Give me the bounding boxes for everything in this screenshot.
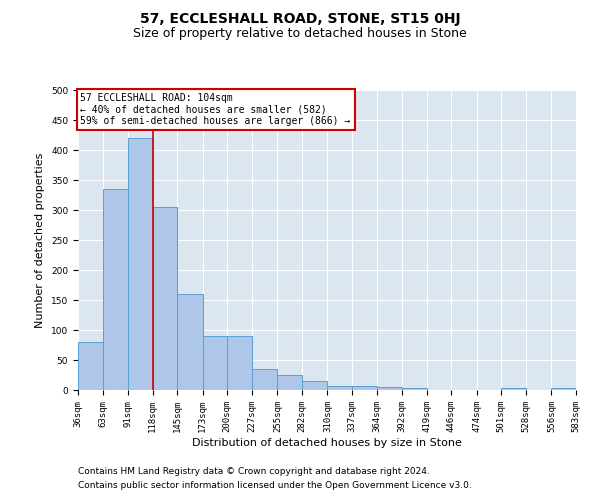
Bar bbox=[128, 138, 152, 390]
Bar bbox=[377, 387, 402, 390]
Text: Contains public sector information licensed under the Open Government Licence v3: Contains public sector information licen… bbox=[78, 481, 472, 490]
Bar bbox=[352, 386, 377, 390]
Bar bbox=[203, 336, 227, 390]
Text: Contains HM Land Registry data © Crown copyright and database right 2024.: Contains HM Land Registry data © Crown c… bbox=[78, 468, 430, 476]
Y-axis label: Number of detached properties: Number of detached properties bbox=[35, 152, 46, 328]
Text: Size of property relative to detached houses in Stone: Size of property relative to detached ho… bbox=[133, 28, 467, 40]
Bar bbox=[177, 294, 203, 390]
X-axis label: Distribution of detached houses by size in Stone: Distribution of detached houses by size … bbox=[192, 438, 462, 448]
Bar bbox=[103, 189, 128, 390]
Bar bbox=[78, 342, 103, 390]
Bar bbox=[551, 388, 576, 390]
Text: 57, ECCLESHALL ROAD, STONE, ST15 0HJ: 57, ECCLESHALL ROAD, STONE, ST15 0HJ bbox=[140, 12, 460, 26]
Text: 57 ECCLESHALL ROAD: 104sqm
← 40% of detached houses are smaller (582)
59% of sem: 57 ECCLESHALL ROAD: 104sqm ← 40% of deta… bbox=[80, 93, 351, 126]
Bar bbox=[302, 381, 328, 390]
Bar bbox=[277, 375, 302, 390]
Bar bbox=[402, 388, 427, 390]
Bar bbox=[152, 207, 177, 390]
Bar bbox=[252, 369, 277, 390]
Bar bbox=[328, 386, 352, 390]
Bar bbox=[502, 388, 526, 390]
Bar bbox=[227, 336, 252, 390]
